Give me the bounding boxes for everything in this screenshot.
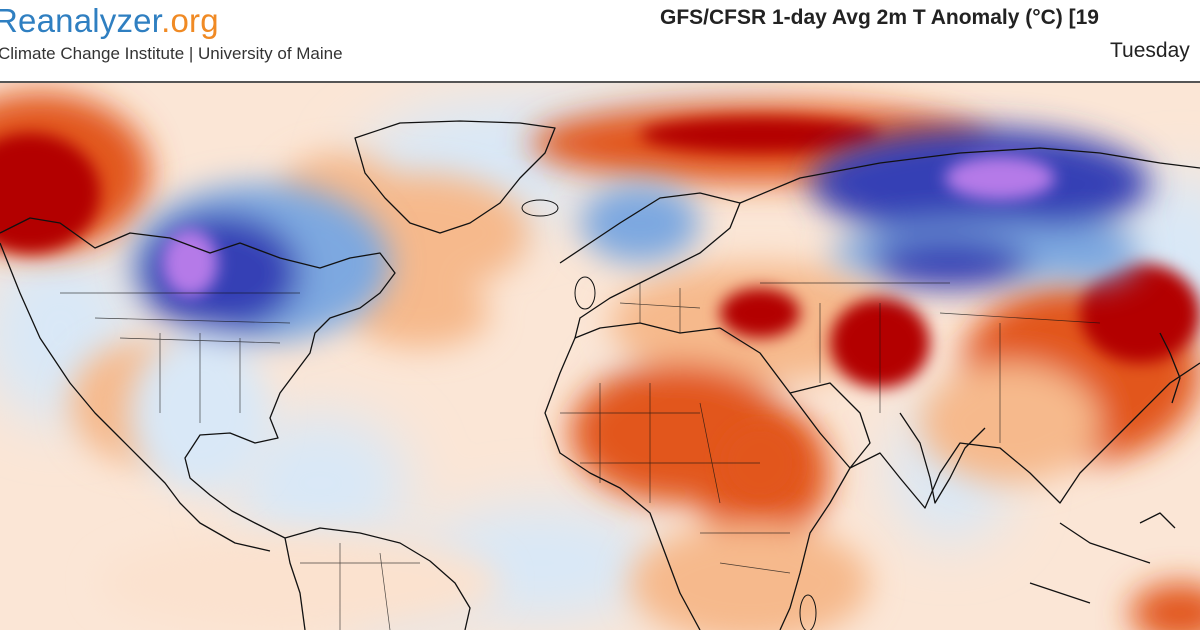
islands	[521, 199, 817, 630]
west-coast-americas	[0, 242, 271, 552]
political-borders	[60, 282, 1101, 630]
warm-anomaly-layer	[0, 93, 1200, 630]
site-logo[interactable]: Reanalyzer.org	[0, 2, 219, 40]
brand-name: Reanalyzer	[0, 2, 162, 39]
africa-coastline	[544, 327, 851, 630]
asia-coastline	[739, 147, 1200, 509]
header-divider	[0, 81, 1200, 83]
brand-tld: .org	[161, 2, 219, 39]
map-date: Tuesday	[1110, 39, 1190, 62]
brand-subtitle: Climate Change Institute | University of…	[0, 44, 343, 63]
madagascar	[799, 594, 817, 630]
europe-coastline	[559, 192, 741, 339]
south-america-coastline	[284, 527, 471, 630]
header: Reanalyzer.org Climate Change Institute …	[0, 0, 1200, 82]
iceland	[521, 199, 559, 217]
map-title: GFS/CFSR 1-day Avg 2m T Anomaly (°C) [19	[660, 6, 1099, 29]
arabia-coastline	[789, 382, 871, 469]
extreme-cold-layer	[162, 156, 1055, 297]
temperature-anomaly-map	[0, 83, 1200, 630]
british-isles	[574, 276, 596, 310]
greenland-coastline	[354, 120, 556, 234]
japan-coastline	[1159, 332, 1181, 404]
southeast-asia-islands	[1029, 512, 1176, 604]
north-america-coastline	[0, 217, 396, 539]
coastlines	[0, 120, 1200, 630]
india-coastline	[899, 412, 986, 504]
